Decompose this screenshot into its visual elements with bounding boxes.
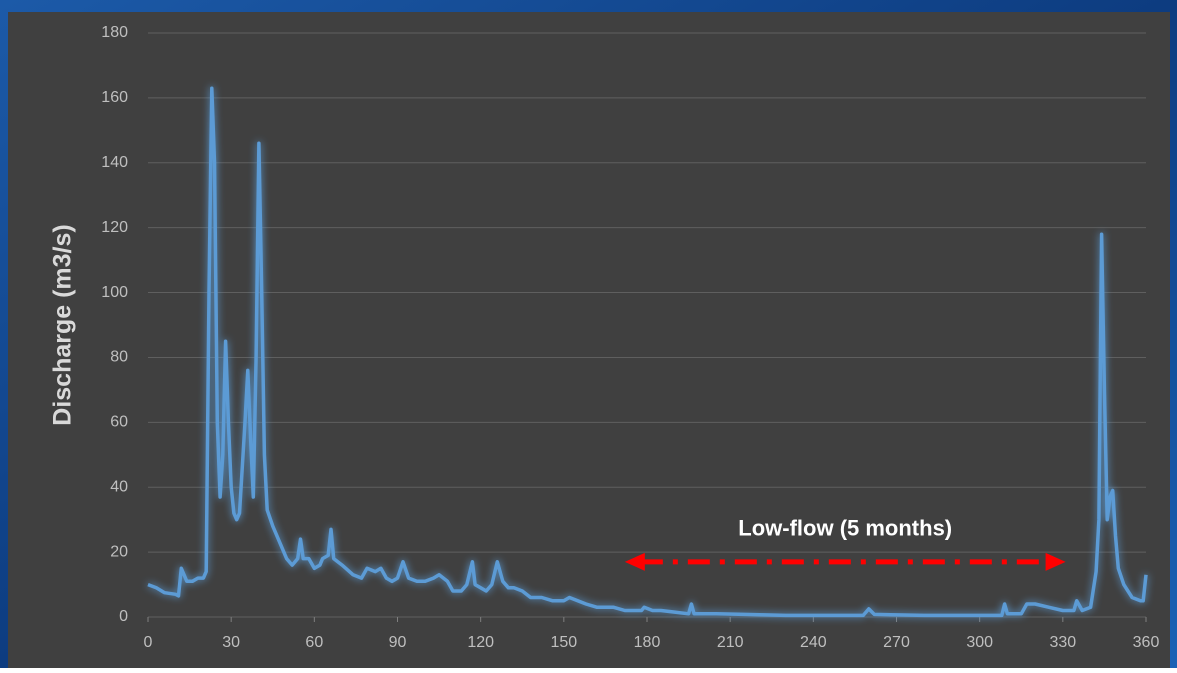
x-tick-label: 360 [1133, 634, 1160, 651]
x-tick-label: 30 [222, 634, 240, 651]
x-tick-label: 330 [1049, 634, 1076, 651]
x-tick-label: 270 [883, 634, 910, 651]
y-tick-label: 60 [110, 414, 128, 431]
y-axis-label: Discharge (m3/s) [49, 224, 77, 425]
y-tick-label: 20 [110, 543, 128, 560]
x-tick-label: 60 [305, 634, 323, 651]
y-tick-label: 80 [110, 349, 128, 366]
y-tick-label: 0 [119, 608, 128, 625]
y-tick-label: 100 [101, 284, 128, 301]
annotation-text: Low-flow (5 months) [738, 516, 952, 541]
x-tick-label: 300 [966, 634, 993, 651]
x-tick-label: 240 [800, 634, 827, 651]
data-line [147, 86, 1148, 618]
x-tick-label: 180 [634, 634, 661, 651]
x-tick-label: 0 [144, 634, 153, 651]
y-tick-label: 140 [101, 154, 128, 171]
x-tick-label: 210 [717, 634, 744, 651]
arrow-head [624, 552, 645, 571]
y-tick-label: 160 [101, 89, 128, 106]
arrow-head [1045, 552, 1066, 571]
plot-panel [8, 12, 1170, 668]
y-tick-label: 40 [110, 478, 128, 495]
x-tick-label: 90 [389, 634, 407, 651]
y-tick-label: 120 [101, 219, 128, 236]
x-tick-label: 150 [550, 634, 577, 651]
x-tick-label: 120 [467, 634, 494, 651]
y-tick-label: 180 [101, 24, 128, 41]
